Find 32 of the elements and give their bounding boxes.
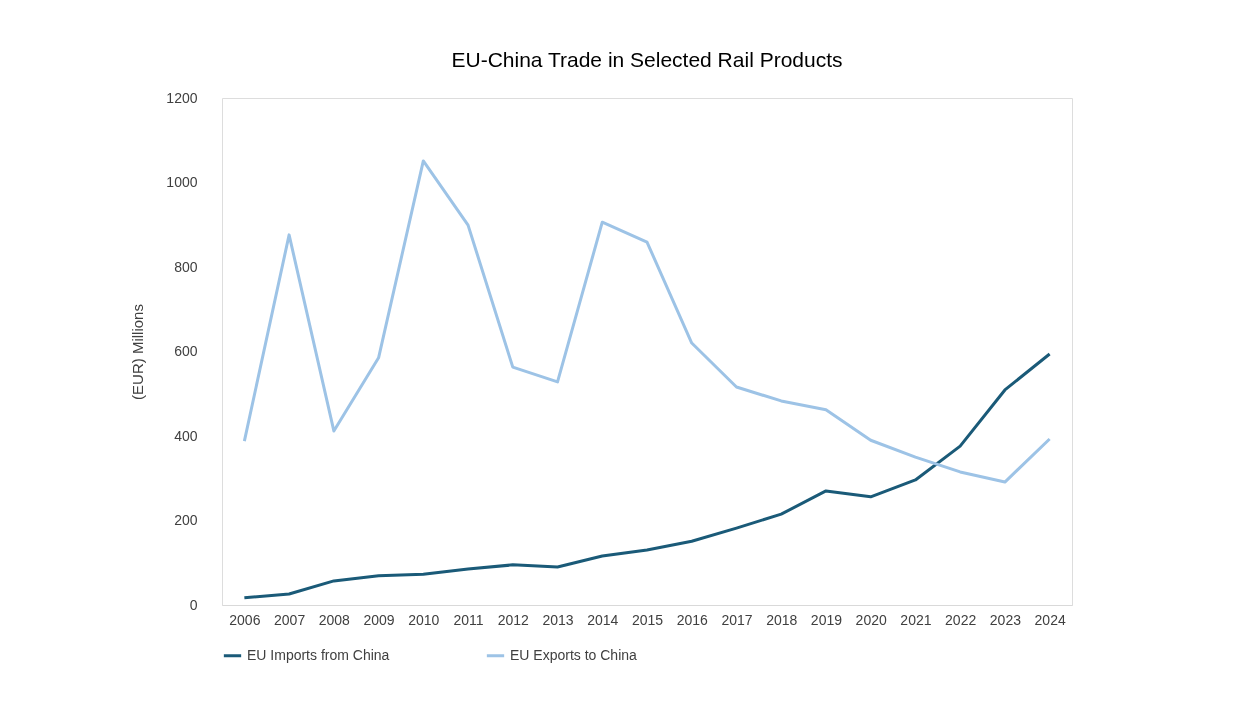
line-series — [242, 352, 1052, 600]
x-tick-label: 2012 — [497, 611, 530, 628]
x-tick-label: 2020 — [855, 611, 887, 628]
y-tick-label: 1000 — [166, 174, 198, 190]
x-tick-label: 2013 — [542, 611, 574, 628]
x-tick-label: 2021 — [900, 611, 932, 628]
x-tick-label: 2010 — [408, 611, 440, 628]
x-tick-label: 2009 — [363, 611, 395, 628]
legend-label: EU Imports from China — [247, 646, 390, 663]
line-series — [242, 159, 1052, 484]
x-tick-label: 2024 — [1034, 611, 1066, 628]
y-tick-label: 800 — [174, 258, 198, 275]
x-tick-label: 2022 — [945, 611, 977, 628]
x-tick-label: 2008 — [318, 611, 351, 628]
y-tick-label: 1200 — [166, 89, 198, 106]
x-tick-label: 2011 — [453, 611, 484, 628]
x-tick-label: 2019 — [810, 611, 843, 628]
y-tick-label: 0 — [189, 596, 198, 613]
x-tick-label: 2016 — [676, 611, 709, 628]
x-tick-label: 2023 — [989, 611, 1022, 628]
x-tick-label: 2017 — [721, 611, 753, 628]
x-tick-label: 2007 — [274, 611, 306, 628]
x-tick-label: 2015 — [631, 611, 664, 628]
legend-label: EU Exports to China — [510, 646, 638, 663]
x-tick-label: 2018 — [766, 611, 798, 628]
x-tick-label: 2006 — [229, 611, 261, 628]
y-tick-label: 400 — [174, 427, 198, 444]
y-axis-title: (EUR) Millions — [129, 304, 147, 400]
y-tick-label: 200 — [174, 512, 198, 528]
chart-title: EU-China Trade in Selected Rail Products — [451, 48, 843, 71]
y-tick-label: 600 — [174, 343, 198, 359]
x-tick-label: 2014 — [587, 611, 619, 628]
